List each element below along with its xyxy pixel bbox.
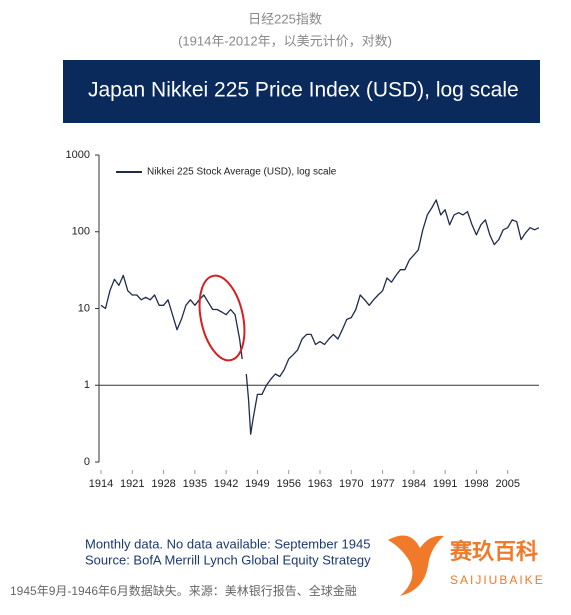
y-tick-label: 1: [84, 379, 90, 391]
highlight-ellipse: [198, 274, 246, 362]
x-tick-label: 2005: [495, 478, 519, 490]
x-tick-label: 1984: [402, 478, 426, 490]
legend-label: Nikkei 225 Stock Average (USD), log scal…: [147, 167, 337, 178]
watermark-logo: [388, 535, 444, 596]
watermark-name: 赛玖百科: [449, 539, 538, 564]
x-tick-label: 1963: [308, 478, 332, 490]
x-tick-label: 1928: [151, 478, 175, 490]
x-tick-label: 1956: [276, 478, 300, 490]
x-tick-label: 1977: [370, 478, 394, 490]
y-tick-label: 0: [84, 456, 90, 468]
caption-source: 1945年9月-1946年6月数据缺失。来源：美林银行报告、全球金融: [10, 583, 357, 598]
x-tick-label: 1991: [433, 478, 457, 490]
x-tick-label: 1949: [245, 478, 269, 490]
y-tick-label: 1000: [66, 149, 90, 161]
y-tick-label: 100: [72, 226, 90, 238]
x-tick-label: 1942: [214, 478, 238, 490]
x-tick-label: 1998: [464, 478, 488, 490]
chart-title: Japan Nikkei 225 Price Index (USD), log …: [88, 79, 519, 102]
x-tick-label: 1914: [89, 478, 113, 490]
caption-title: 日经225指数: [248, 11, 322, 26]
x-tick-label: 1921: [120, 478, 144, 490]
note: Monthly data. No data available: Septemb…: [85, 536, 370, 551]
series-line: [100, 199, 540, 435]
y-tick-label: 10: [78, 302, 90, 314]
watermark-latin: SAIJIUBAIKE: [450, 573, 545, 587]
note: Source: BofA Merrill Lynch Global Equity…: [85, 552, 371, 567]
x-tick-label: 1935: [183, 478, 207, 490]
x-tick-label: 1970: [339, 478, 363, 490]
caption-subtitle: (1914年-2012年，以美元计价，对数): [178, 33, 392, 48]
title-band: [63, 60, 540, 123]
